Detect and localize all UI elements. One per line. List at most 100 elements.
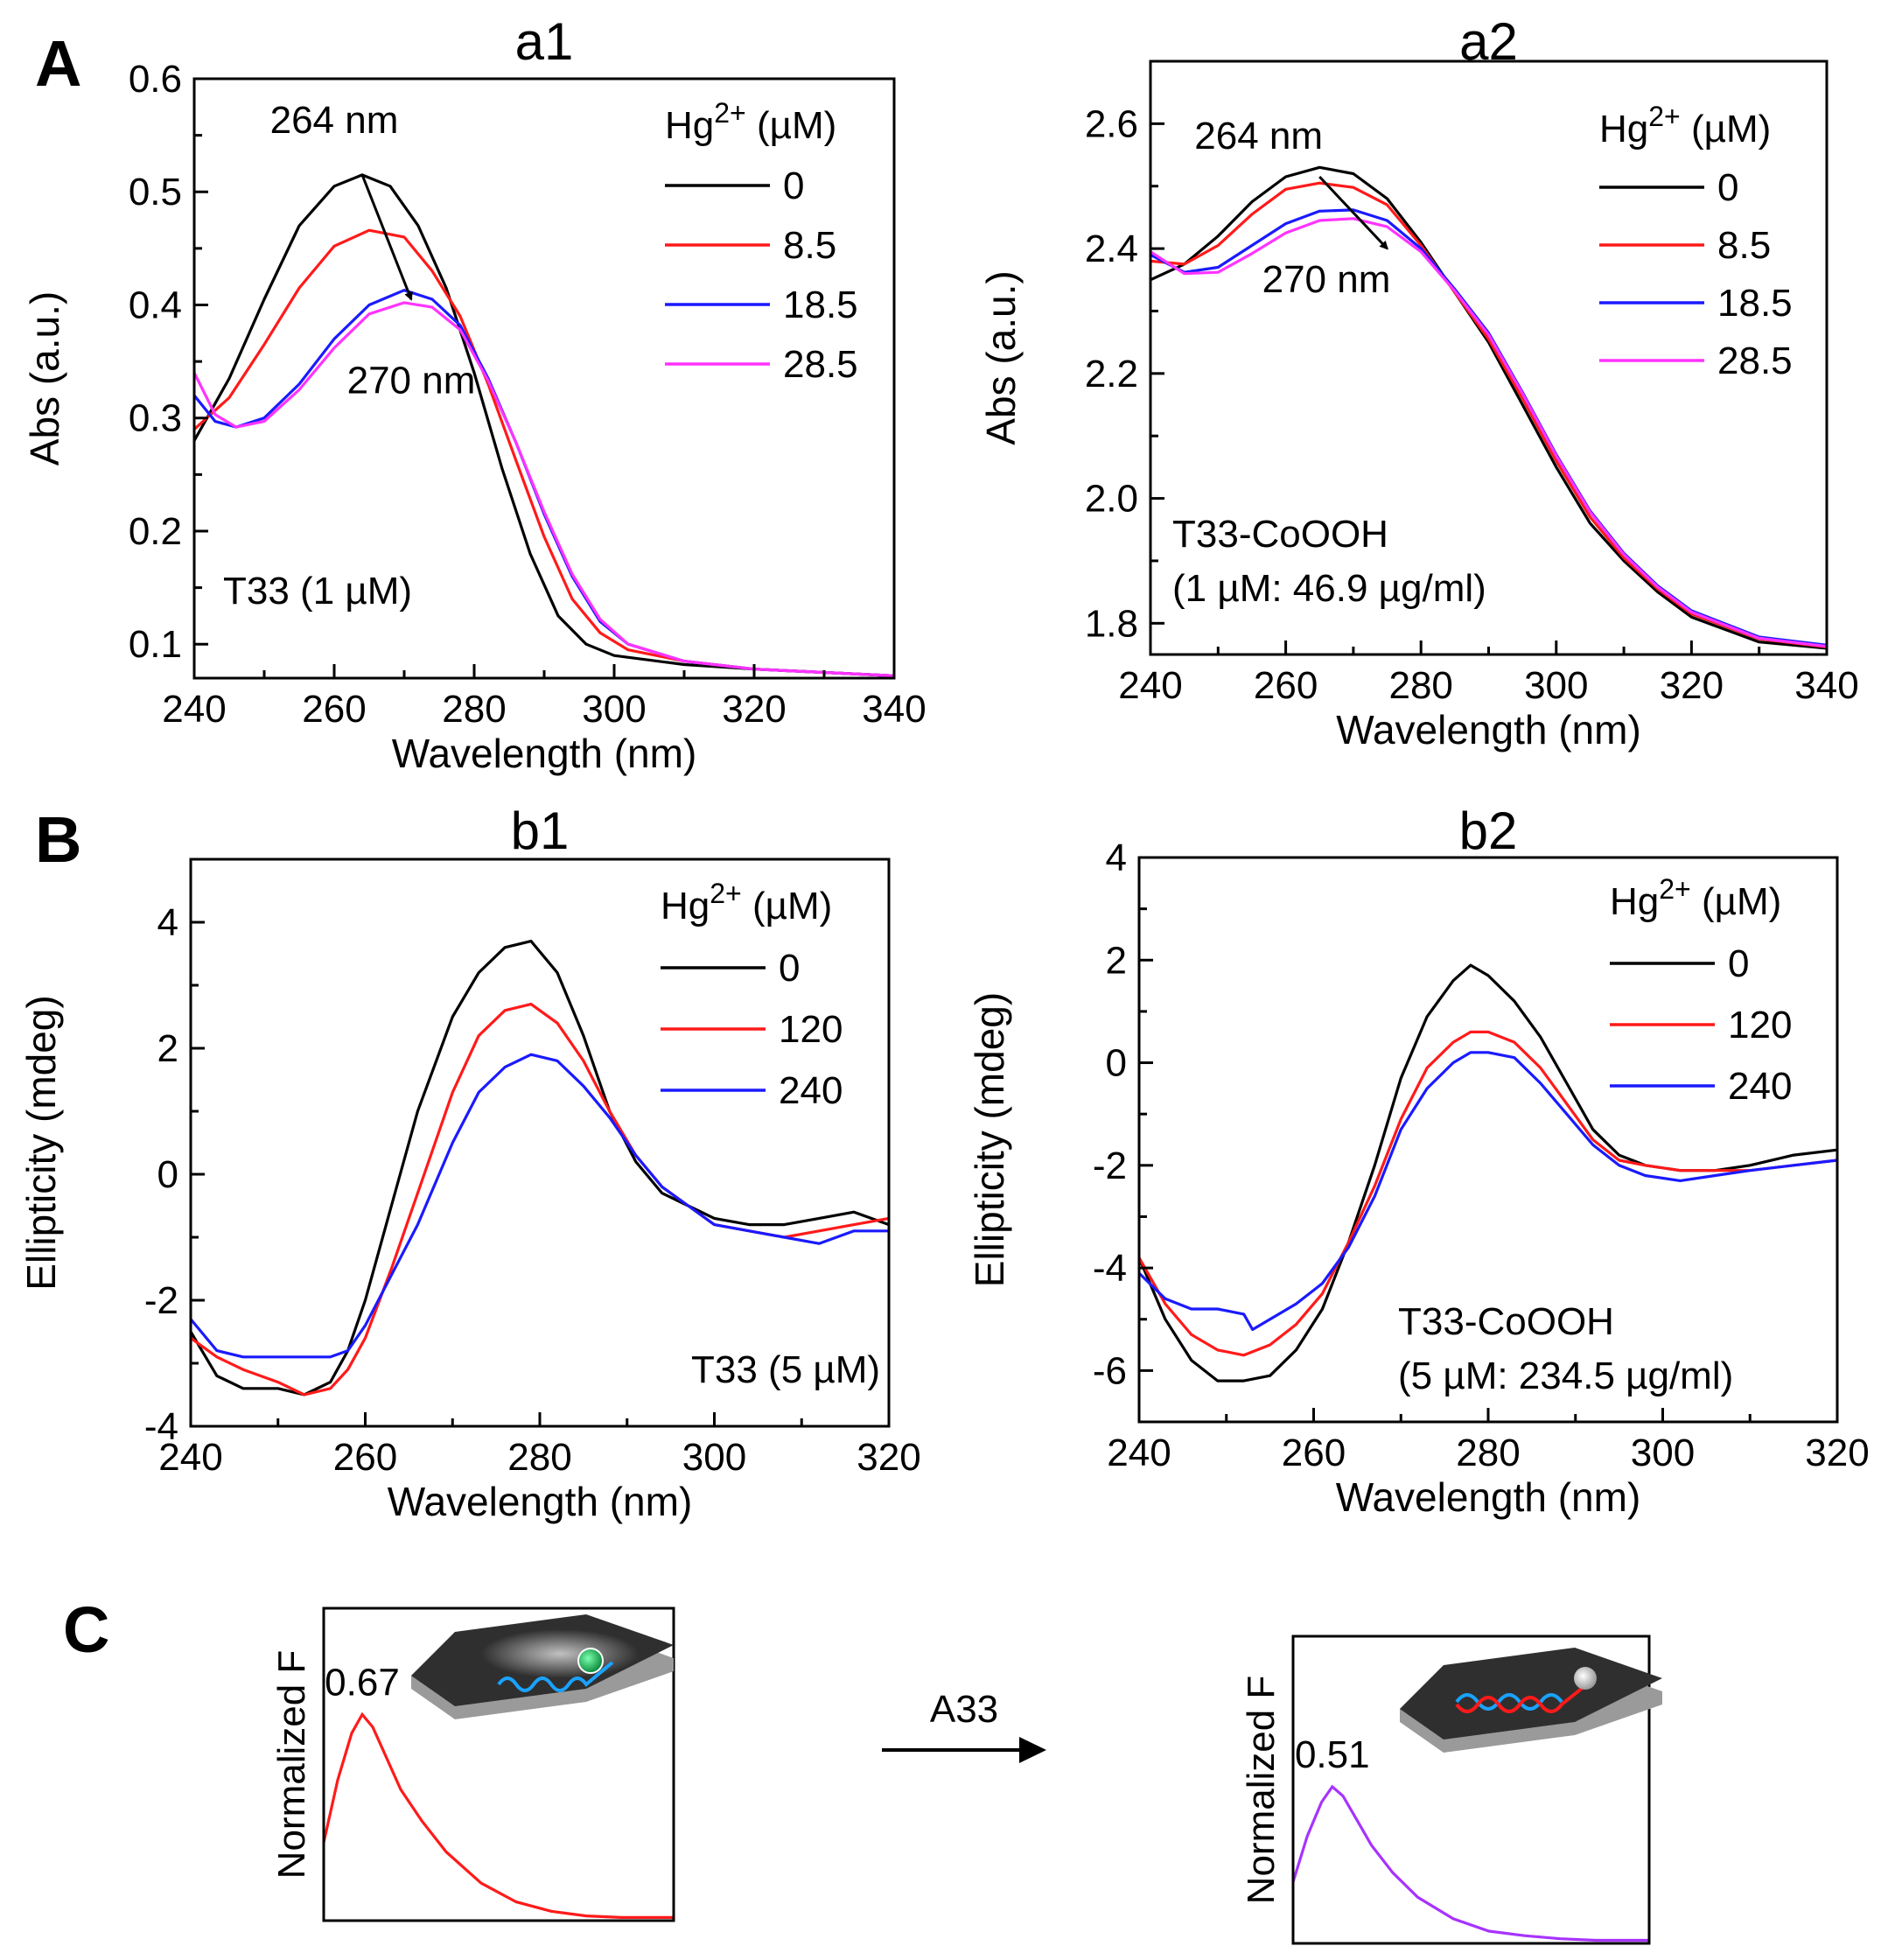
panel-letter-b: B [35, 803, 81, 876]
panel-letter-a: A [35, 27, 81, 100]
x-tick-label: 320 [1660, 664, 1724, 707]
y-axis-label: Normalized F [270, 1650, 313, 1880]
legend-title: Hg2+ (µM) [661, 878, 832, 928]
series-line-0 [192, 173, 895, 677]
series-group [189, 940, 890, 1396]
sample-label: T33 (1 µM) [223, 570, 412, 612]
x-tick-label: 300 [582, 688, 646, 731]
y-axis-label: Abs (a.u.) [978, 270, 1024, 444]
y-tick-label: -4 [1093, 1247, 1127, 1290]
transition-arrow [882, 1737, 1046, 1763]
series-line-240 [189, 1053, 889, 1359]
chart-b1: b1 240 260 280 300 320 -4 -2 0 2 4 Wavelength (nm) E… [18, 802, 921, 1524]
chart-b2: b2 240 260 280 300 320 -6 -4 -2 0 2 4 Wavelength (nm… [967, 802, 1870, 1520]
y-tick-label: 2.2 [1085, 353, 1138, 396]
legend: Hg2+ (µM) 0 8.5 18.5 28.5 [665, 97, 858, 386]
series-line-120 [190, 1003, 890, 1396]
x-tick-label: 260 [333, 1436, 397, 1479]
x-axis-label: Wavelength (nm) [388, 1479, 693, 1524]
nanosheet-illustration-1 [411, 1614, 674, 1719]
y-axis-label: Abs (a.u.) [22, 291, 67, 466]
legend-title: Hg2+ (µM) [665, 97, 836, 147]
x-tick-label: 240 [1107, 1432, 1171, 1474]
transition-label: A33 [930, 1688, 998, 1731]
legend-label: 120 [779, 1008, 843, 1051]
y-tick-label: 0.1 [129, 623, 182, 666]
emission-curve [1291, 1784, 1649, 1942]
legend-label: 8.5 [783, 224, 836, 267]
series-line-28.5 [1150, 217, 1828, 648]
chart-title: a1 [515, 12, 574, 71]
y-axis-label: Normalized F [1240, 1676, 1283, 1905]
y-tick-label: 0.2 [129, 510, 182, 553]
y-tick-label: 0 [157, 1153, 178, 1196]
y-tick-label: 2.0 [1085, 478, 1138, 521]
peak-value-label: 0.67 [325, 1661, 400, 1704]
sample-label: T33-CoOOH [1398, 1300, 1614, 1343]
emission-curve [322, 1712, 674, 1919]
x-tick-label: 260 [1254, 664, 1318, 707]
y-tick-label: -6 [1093, 1349, 1127, 1392]
y-tick-label: 2 [1106, 939, 1127, 982]
x-tick-label: 340 [1794, 664, 1858, 707]
y-axis-label: Ellipticity (mdeg) [18, 995, 64, 1290]
sample-label: (5 µM: 234.5 µg/ml) [1398, 1354, 1733, 1397]
legend-label: 240 [1728, 1065, 1792, 1108]
legend-title: Hg2+ (µM) [1599, 101, 1771, 150]
y-tick-label: -4 [144, 1405, 178, 1448]
shift-arrow [360, 174, 413, 301]
y-tick-label: -2 [144, 1279, 178, 1322]
sample-label: (1 µM: 46.9 µg/ml) [1172, 567, 1486, 610]
peak-value-label: 0.51 [1295, 1733, 1370, 1776]
dna-strand-icon [497, 1661, 614, 1692]
x-tick-label: 280 [442, 688, 506, 731]
plot-frame [1291, 1634, 1651, 1945]
x-tick-label: 340 [862, 688, 926, 731]
chart-a1: a1 240 260 280 300 320 340 0.1 0.2 0.3 0.4 0.5 0.6 Wa… [22, 12, 927, 776]
legend-label: 28.5 [1717, 340, 1793, 382]
x-axis-label: Wavelength (nm) [1336, 707, 1641, 752]
plot-frame [189, 858, 891, 1428]
x-tick-label: 260 [1282, 1432, 1346, 1474]
x-tick-label: 300 [1631, 1432, 1695, 1474]
y-tick-label: 0 [1106, 1042, 1127, 1085]
legend-label: 240 [779, 1069, 843, 1112]
x-tick-label: 240 [158, 1436, 222, 1479]
y-tick-label: 0.6 [129, 58, 182, 101]
peak-annotation: 264 nm [1194, 115, 1323, 158]
legend-label: 120 [1728, 1004, 1792, 1046]
shift-arrow [1318, 176, 1388, 250]
plot-frame [322, 1606, 675, 1922]
y-tick-label: 4 [1106, 836, 1127, 879]
complement-strand-icon [1455, 1685, 1585, 1713]
legend-title: Hg2+ (µM) [1610, 873, 1781, 923]
fluorophore-on-icon [577, 1648, 604, 1674]
y-tick-label: -2 [1093, 1144, 1127, 1187]
legend: Hg2+ (µM) 0 120 240 [1610, 873, 1792, 1108]
x-tick-label: 260 [302, 688, 366, 731]
x-tick-label: 280 [507, 1436, 571, 1479]
y-tick-label: 0.3 [129, 397, 182, 440]
x-tick-label: 240 [1118, 664, 1182, 707]
x-tick-label: 320 [722, 688, 786, 731]
peak-annotation: 270 nm [347, 359, 476, 402]
y-tick-label: 2 [157, 1027, 178, 1070]
series-group [1150, 165, 1828, 650]
series-line-240 [1137, 1051, 1838, 1332]
x-tick-label: 300 [682, 1436, 746, 1479]
legend-label: 18.5 [783, 284, 858, 326]
x-tick-label: 280 [1388, 664, 1452, 707]
x-tick-label: 320 [1805, 1432, 1869, 1474]
legend-label: 28.5 [783, 343, 858, 386]
legend-label: 18.5 [1717, 282, 1793, 325]
sample-label: T33 (5 µM) [691, 1348, 880, 1391]
peak-annotation: 264 nm [270, 99, 399, 142]
fluorophore-off-icon [1574, 1667, 1597, 1690]
legend-label: 0 [1728, 942, 1749, 985]
legend-label: 0 [1717, 166, 1738, 209]
chart-c1: Normalized F 0.67 [270, 1606, 675, 1922]
x-axis-label: Wavelength (nm) [1336, 1474, 1641, 1520]
chart-title: b1 [511, 802, 570, 860]
